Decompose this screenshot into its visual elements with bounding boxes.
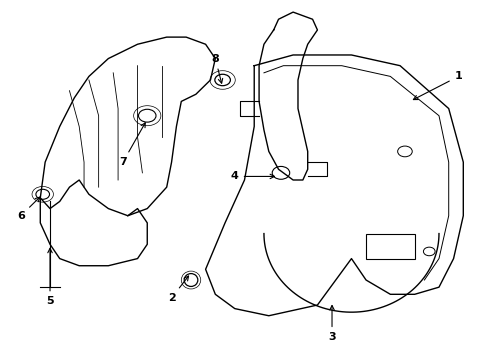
Text: 7: 7 [119, 123, 145, 167]
Text: 4: 4 [230, 171, 274, 181]
Text: 3: 3 [327, 306, 335, 342]
Text: 5: 5 [46, 248, 54, 306]
Bar [366, 234, 414, 258]
Text: 8: 8 [211, 54, 222, 83]
Text: 1: 1 [412, 71, 461, 100]
Text: 2: 2 [167, 276, 188, 303]
Text: 6: 6 [17, 197, 40, 221]
